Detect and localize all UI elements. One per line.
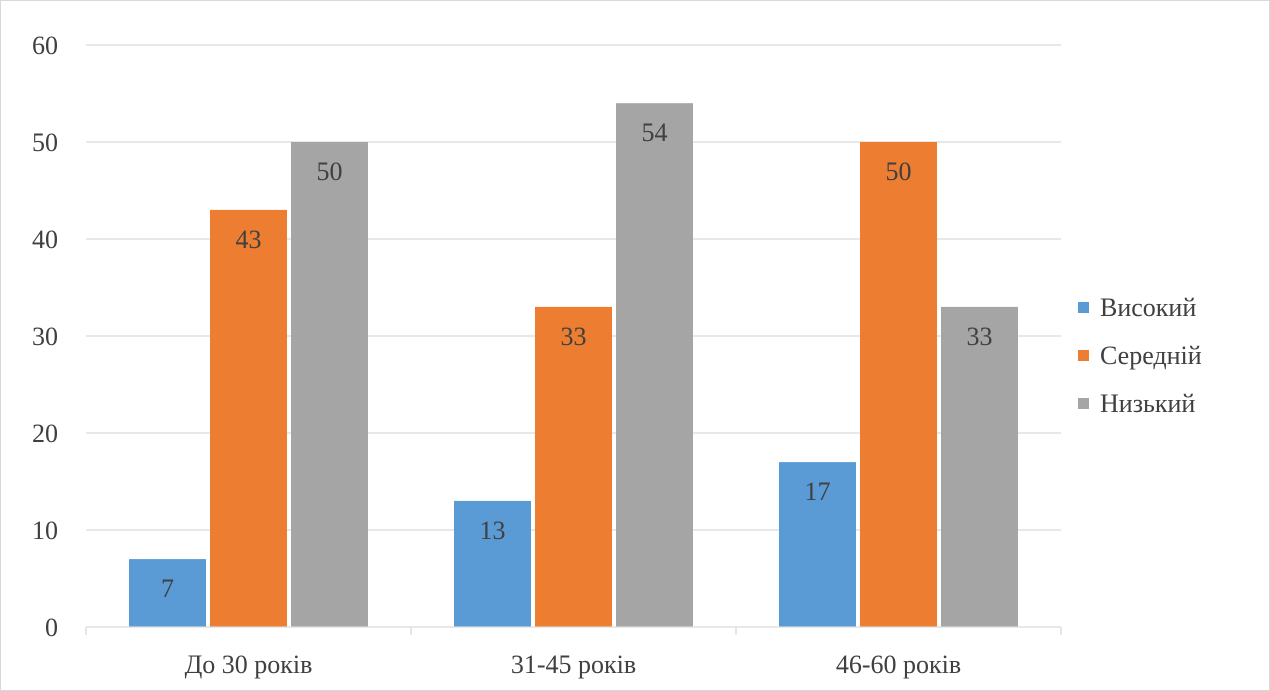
- data-label: 33: [561, 322, 587, 351]
- x-category-label: 46-60 років: [836, 650, 961, 679]
- bar-Низький-46-60 років: [941, 306, 1018, 627]
- legend-label: Середній: [1100, 341, 1202, 370]
- data-label: 13: [480, 516, 506, 545]
- x-category-label: До 30 років: [185, 650, 313, 679]
- bar-Високий-46-60 років: [779, 462, 856, 627]
- y-tick-label: 40: [32, 225, 58, 254]
- x-category-label: 31-45 років: [511, 650, 636, 679]
- data-label: 43: [236, 225, 262, 254]
- y-tick-label: 10: [32, 516, 58, 545]
- bar-Високий-31-45 років: [454, 500, 531, 627]
- y-tick-label: 30: [32, 322, 58, 351]
- data-label: 54: [642, 118, 668, 147]
- x-axis-category-labels: До 30 років 31-45 років 46-60 років: [185, 650, 962, 679]
- bar-Середній-До 30 років: [210, 209, 287, 627]
- x-axis: [85, 626, 1062, 635]
- data-label: 33: [967, 322, 993, 351]
- bar-Середній-46-60 років: [860, 142, 937, 627]
- data-label: 50: [317, 157, 343, 186]
- bar-Високий-До 30 років: [129, 559, 206, 627]
- data-label: 7: [161, 574, 174, 603]
- legend-swatch-Середній: [1078, 350, 1089, 361]
- y-tick-label: 60: [32, 31, 58, 60]
- legend-label: Високий: [1100, 293, 1196, 322]
- legend-swatch-Високий: [1078, 302, 1089, 313]
- y-tick-label: 0: [45, 613, 58, 642]
- y-tick-label: 50: [32, 128, 58, 157]
- y-tick-label: 20: [32, 419, 58, 448]
- legend-swatch-Низький: [1078, 398, 1089, 409]
- legend-label: Низький: [1100, 389, 1195, 418]
- data-labels: 7 43 50 13 33 54 17 50 33: [161, 118, 993, 603]
- data-label: 17: [805, 477, 831, 506]
- y-axis-tick-labels: 0 10 20 30 40 50 60: [32, 31, 58, 642]
- bar-Середній-31-45 років: [535, 306, 612, 627]
- bar-Низький-31-45 років: [616, 103, 693, 627]
- legend: Високий Середній Низький: [1078, 293, 1202, 418]
- bar-Низький-До 30 років: [291, 142, 368, 627]
- bars: [129, 103, 1018, 627]
- data-label: 50: [886, 157, 912, 186]
